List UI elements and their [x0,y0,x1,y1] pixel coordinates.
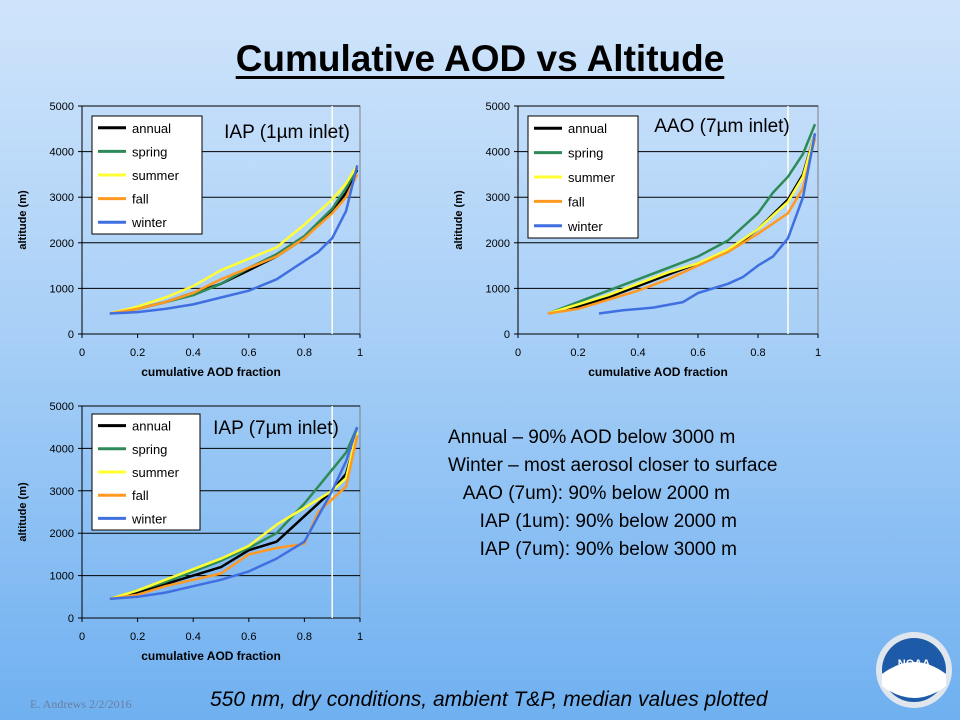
x-tick-label: 0.4 [630,347,645,359]
x-tick-label: 0 [515,347,521,359]
y-tick-label: 2000 [50,528,74,540]
x-axis-label: cumulative AOD fraction [141,365,281,379]
x-tick-label: 0.2 [130,347,145,359]
legend-label-annual: annual [132,121,171,136]
summary-notes: Annual – 90% AOD below 3000 m Winter – m… [448,424,777,564]
chart-title: IAP (1µm inlet) [224,122,350,143]
legend-label-fall: fall [132,488,149,503]
y-tick-label: 3000 [50,192,74,204]
y-tick-label: 4000 [50,443,74,455]
chart-title: AAO (7µm inlet) [654,116,790,137]
y-tick-label: 5000 [50,401,74,413]
legend-label-fall: fall [132,192,149,207]
y-axis-label: altitude (m) [17,482,29,542]
legend-label-spring: spring [132,144,167,159]
x-tick-label: 0.4 [186,631,201,643]
y-axis-label: altitude (m) [17,190,29,250]
y-tick-label: 3000 [50,486,74,498]
legend-label-summer: summer [132,168,180,183]
logo-bird [882,662,946,698]
slide-title: Cumulative AOD vs Altitude [235,38,725,79]
legend-label-fall: fall [568,194,585,209]
series-line-summer [109,164,359,315]
y-tick-label: 3000 [486,192,510,204]
author-date: E. Andrews 2/2/2016 [30,697,132,711]
x-axis-label: cumulative AOD fraction [141,649,281,663]
y-tick-label: 0 [68,329,74,341]
legend-label-summer: summer [132,465,180,480]
y-axis-label: altitude (m) [453,190,465,250]
logo-text: NOAA [898,658,930,670]
chart-panel-aao-7um: 0 1000 2000 3000 4000 5000 0 0.2 0.4 0.6 0.8 1 cumul… [450,96,840,396]
legend-label-summer: summer [568,170,616,185]
legend-label-winter: winter [567,219,603,234]
series-line-winter [109,165,359,315]
x-tick-label: 0 [79,631,85,643]
x-tick-label: 1 [357,631,363,643]
x-tick-label: 0.2 [570,347,585,359]
series-line-summer [547,133,817,315]
series-line-summer [109,431,359,601]
y-tick-label: 1000 [50,571,74,583]
series-line-fall [547,137,817,315]
chart-aao-7um: 0 1000 2000 3000 4000 5000 0 0.2 0.4 0.6 0.8 1 cumul… [453,101,821,379]
legend-label-spring: spring [132,442,167,457]
noaa-logo: NOAA [876,632,952,708]
series-line-spring [109,426,359,601]
legend-label-spring: spring [568,146,603,161]
y-tick-label: 1000 [486,283,510,295]
y-tick-label: 5000 [486,101,510,113]
x-tick-label: 1 [815,347,821,359]
chart-panel-iap-7um: 0 1000 2000 3000 4000 5000 0 0.2 0.4 0.6 0.8 1 cumul… [14,396,374,676]
chart-panel-iap-1um: 0 1000 2000 3000 4000 5000 0 0.2 0.4 0.6 0.8 1 cumul… [14,96,374,391]
note-line: Winter – most aerosol closer to surface [448,455,778,476]
note-line: Annual – 90% AOD below 3000 m [448,427,736,448]
x-tick-label: 0.8 [750,347,765,359]
footnote: 550 nm, dry conditions, ambient T&P, med… [210,688,768,711]
legend-label-winter: winter [131,215,167,230]
y-tick-label: 0 [68,613,74,625]
x-tick-label: 0.6 [690,347,705,359]
y-tick-label: 5000 [50,101,74,113]
series-line-winter [598,133,817,315]
x-tick-label: 0 [79,347,85,359]
y-tick-label: 4000 [50,147,74,159]
x-tick-label: 0.4 [186,347,201,359]
x-tick-label: 0.2 [130,631,145,643]
x-tick-label: 0.6 [241,347,256,359]
note-line: IAP (7um): 90% below 3000 m [448,539,738,560]
x-tick-label: 0.6 [241,631,256,643]
series-line-winter [109,426,359,601]
chart-iap-1um: 0 1000 2000 3000 4000 5000 0 0.2 0.4 0.6 0.8 1 cumul… [17,101,363,379]
x-axis-label: cumulative AOD fraction [588,365,728,379]
legend-label-winter: winter [131,511,167,526]
series-line-spring [547,123,817,315]
y-tick-label: 0 [504,329,510,341]
y-tick-label: 4000 [486,147,510,159]
y-tick-label: 1000 [50,283,74,295]
note-line: IAP (1um): 90% below 2000 m [448,511,738,532]
x-tick-label: 1 [357,347,363,359]
series-line-fall [109,173,359,315]
legend-label-annual: annual [132,419,171,434]
note-line: AAO (7um): 90% below 2000 m [448,483,730,504]
x-tick-label: 0.8 [297,631,312,643]
chart-title: IAP (7µm inlet) [213,418,339,439]
y-tick-label: 2000 [50,238,74,250]
chart-iap-7um: 0 1000 2000 3000 4000 5000 0 0.2 0.4 0.6 0.8 1 cumul… [17,401,363,663]
x-tick-label: 0.8 [297,347,312,359]
legend-label-annual: annual [568,121,607,136]
y-tick-label: 2000 [486,238,510,250]
series-line-fall [109,435,359,601]
